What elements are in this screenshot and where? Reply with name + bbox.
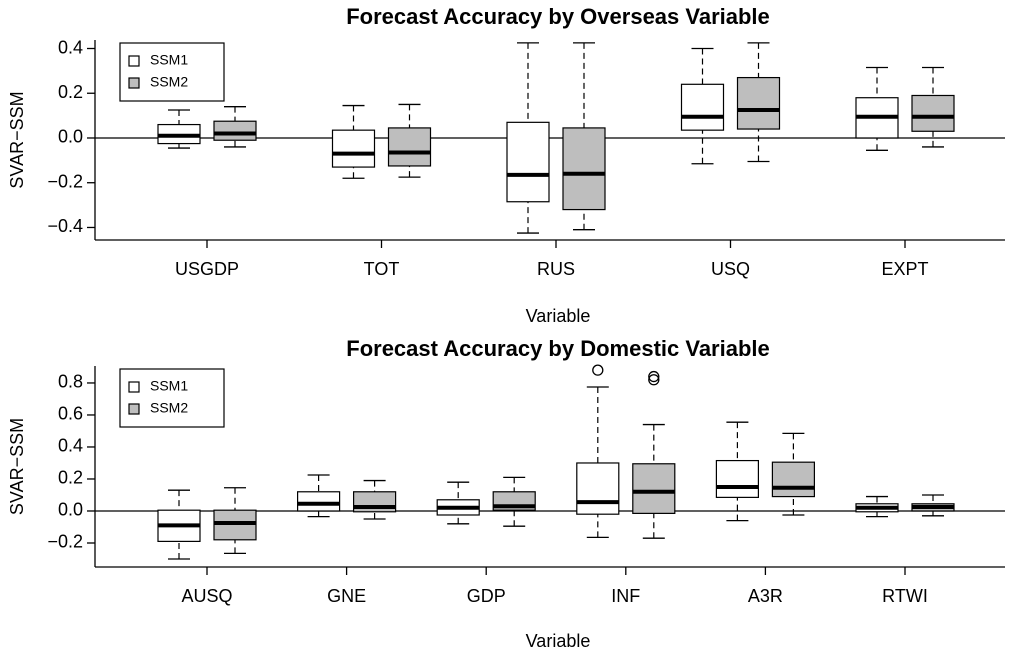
legend-swatch [128, 381, 140, 393]
y-tick-label: −0.2 [47, 171, 83, 191]
chart-title: Forecast Accuracy by Domestic Variable [346, 336, 770, 361]
x-tick-label: GDP [467, 586, 506, 606]
y-axis-label: SVAR−SSM [7, 418, 27, 515]
legend-label: SSM2 [150, 400, 188, 416]
chart-title: Forecast Accuracy by Overseas Variable [346, 4, 770, 29]
x-axis-label: Variable [526, 306, 591, 326]
box [715, 459, 760, 498]
x-tick-label: RUS [537, 259, 575, 279]
box [576, 462, 620, 515]
box [736, 76, 781, 130]
box [213, 120, 257, 141]
box [387, 127, 432, 167]
x-tick-label: USGDP [175, 259, 239, 279]
legend-swatch [128, 77, 140, 89]
box [911, 94, 955, 132]
x-tick-label: A3R [748, 586, 783, 606]
box [297, 491, 341, 512]
outlier [648, 370, 660, 383]
y-tick-label: 0.8 [58, 372, 83, 392]
y-tick-label: 0.2 [58, 468, 83, 488]
y-tick-label: −0.4 [47, 216, 83, 236]
outlier [648, 374, 660, 386]
legend-label: SSM2 [150, 74, 188, 90]
box [632, 463, 676, 514]
x-tick-label: RTWI [882, 586, 928, 606]
box [506, 121, 550, 203]
legend-label: SSM1 [150, 378, 188, 394]
x-tick-label: TOT [364, 259, 400, 279]
x-axis-label: Variable [526, 631, 591, 651]
legend-swatch [128, 403, 140, 415]
legend-frame [119, 42, 225, 102]
y-tick-label: 0.4 [58, 37, 83, 57]
box [562, 127, 606, 211]
x-tick-label: EXPT [881, 259, 928, 279]
x-tick-label: GNE [327, 586, 366, 606]
box [771, 461, 816, 498]
x-tick-label: AUSQ [181, 586, 232, 606]
legend-label: SSM1 [150, 52, 188, 68]
box [331, 129, 376, 168]
y-tick-label: 0.2 [58, 82, 83, 102]
outlier [592, 364, 604, 376]
box [213, 509, 257, 541]
y-tick-label: 0.6 [58, 404, 83, 424]
legend-swatch [128, 55, 140, 67]
y-axis-label: SVAR−SSM [7, 91, 27, 188]
x-tick-label: INF [611, 586, 640, 606]
legend-frame [119, 368, 225, 428]
y-tick-label: −0.2 [47, 532, 83, 552]
y-tick-label: 0.0 [58, 127, 83, 147]
y-tick-label: 0.0 [58, 500, 83, 520]
x-tick-label: USQ [711, 259, 750, 279]
y-tick-label: 0.4 [58, 436, 83, 456]
box [680, 83, 725, 131]
